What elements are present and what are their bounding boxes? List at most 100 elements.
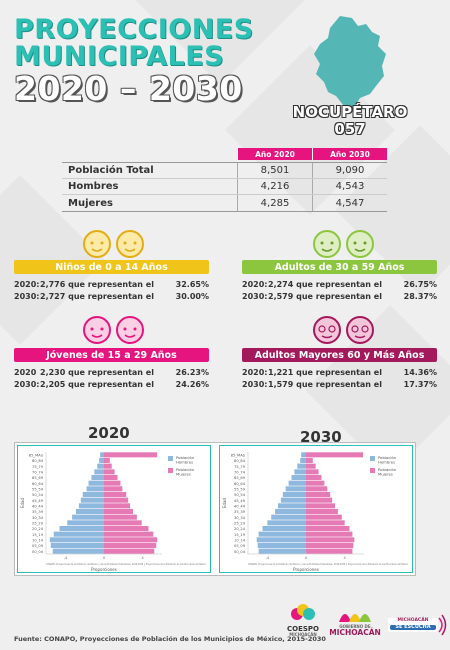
pyramid-bar (267, 520, 306, 526)
y-tick-label: 40_44 (234, 505, 246, 509)
y-tick-label: 45_49 (32, 499, 44, 503)
gobierno-logo-text: GOBIERNO DE MICHOACÁN (329, 624, 381, 637)
pyramid-bar (104, 497, 129, 503)
pyramid-bar (256, 537, 306, 543)
pyramid-bar (67, 520, 104, 526)
pyramid-bar (86, 486, 104, 492)
children-faces-icon (83, 230, 144, 258)
group-stat: 2030: 1,579 que representan el 17.37% (242, 380, 437, 389)
pyramid-bar (104, 486, 123, 492)
pyramid-bar (94, 469, 104, 475)
y-tick-label: 40_44 (32, 505, 44, 509)
pyramid-bar (306, 548, 353, 554)
pyramid-bar (258, 531, 306, 537)
legend-swatch (168, 468, 173, 473)
y-tick-label: 65_69 (234, 476, 246, 480)
pyramid-bar (104, 463, 112, 469)
pyramid-bar (291, 474, 306, 481)
group-adultos: Adultos de 30 a 59 Años 2020: 2,274 que r… (242, 260, 437, 301)
source-note: CONAPO. Proyecciones de la Población de … (46, 563, 207, 566)
group-stat: 2020: 2,274 que representan el 26.75% (242, 280, 437, 289)
se-escucha-logo: MICHOACÁN SE ESCUCHA (388, 618, 438, 632)
y-tick-label: 10_14 (234, 539, 246, 543)
pyramid-bar (306, 520, 345, 526)
pyramid-bar (104, 514, 137, 520)
pyramid-bar (104, 457, 110, 464)
y-tick-label: 85_MAS (29, 454, 44, 458)
pyramid-bar (91, 474, 104, 481)
y-tick-label: 20_24 (234, 527, 246, 531)
group-mayores: Adultos Mayores 60 y Más Años 2020: 1,221… (242, 348, 437, 389)
table-row: Hombres 4,216 4,543 (62, 179, 387, 195)
x-tick-label: -4 (266, 556, 270, 560)
legend-label: Mujeres (378, 472, 393, 477)
y-tick-label: 85_MAS (231, 454, 246, 458)
pyramid-bar (271, 514, 306, 520)
pyramid-bar (306, 525, 350, 532)
y-tick-label: 20_24 (32, 527, 44, 531)
seniors-faces-icon (313, 316, 374, 344)
y-tick-label: 80_84 (32, 459, 44, 463)
y-tick-label: 50_54 (32, 493, 44, 497)
x-tick-label: 0 (305, 556, 307, 560)
pyramid-bar (52, 548, 104, 554)
pyramid-bar (306, 474, 322, 481)
pyramid-bar (49, 537, 104, 543)
x-tick-label: 4 (344, 556, 347, 560)
pyramid-bar (294, 469, 306, 475)
y-tick-label: 25_29 (234, 522, 246, 526)
x-tick-label: 4 (142, 556, 145, 560)
pyramid-bar (306, 542, 354, 549)
source-note: CONAPO. Proyecciones de la Población de … (248, 563, 409, 566)
legend-label: Hombres (176, 460, 193, 465)
y-axis-label: Edad (20, 498, 25, 509)
pyramid-bar (99, 457, 104, 464)
pyramid-bar (104, 491, 127, 498)
pyramid-bar (104, 469, 115, 475)
youth-faces-icon (83, 316, 144, 344)
pyramid-bar (306, 514, 342, 520)
y-tick-label: 35_39 (234, 510, 246, 514)
pyramid-bar (78, 503, 104, 509)
pyramid-bar (104, 474, 118, 481)
municipality-label: NOCUPÉTARO 057 (285, 104, 415, 137)
value-2030: 4,543 (312, 179, 387, 194)
legend-label: Población (378, 455, 397, 460)
legend-label: Mujeres (176, 472, 191, 477)
municipality-name: NOCUPÉTARO (292, 103, 408, 121)
y-tick-label: 30_34 (32, 516, 44, 520)
legend-label: Población (176, 467, 195, 472)
pyramid-bar (257, 542, 306, 549)
pyramid-bar (104, 531, 154, 537)
legend-label: Hombres (378, 460, 395, 465)
group-banner: Adultos Mayores 60 y Más Años (242, 348, 437, 362)
legend-swatch (168, 456, 173, 461)
x-tick-label: 0 (103, 556, 105, 560)
municipality-map (314, 16, 386, 108)
pyramid-bar (88, 480, 104, 486)
legend-label: Población (378, 467, 397, 472)
pyramid-bar (104, 503, 131, 509)
pyramid-bar (104, 525, 149, 532)
pyramid-bar (97, 463, 104, 469)
pyramid-bar (297, 463, 306, 469)
adults-faces-icon (313, 230, 374, 258)
page-title: PROYECCIONES MUNICIPALES 2020 – 2030 (14, 16, 254, 105)
pyramid-bar (100, 452, 104, 458)
group-banner: Jóvenes de 15 a 29 Años (14, 348, 209, 362)
y-tick-label: 50_54 (234, 493, 246, 497)
pyramid-bar (104, 508, 133, 515)
group-stat: 2020: 1,221 que representan el 14.36% (242, 368, 437, 377)
value-2020: 4,216 (237, 179, 312, 194)
pyramid-bar (306, 463, 316, 469)
legend-label: Población (176, 455, 195, 460)
y-tick-label: 05_09 (234, 544, 246, 548)
pyramid-bar (285, 486, 306, 492)
y-tick-label: 80_84 (234, 459, 246, 463)
pyramid-bar (306, 531, 353, 537)
pyramid-bar (104, 480, 121, 486)
pyramid-bar (306, 480, 325, 486)
value-2030: 4,547 (312, 195, 387, 211)
y-tick-label: 60_64 (32, 482, 44, 486)
